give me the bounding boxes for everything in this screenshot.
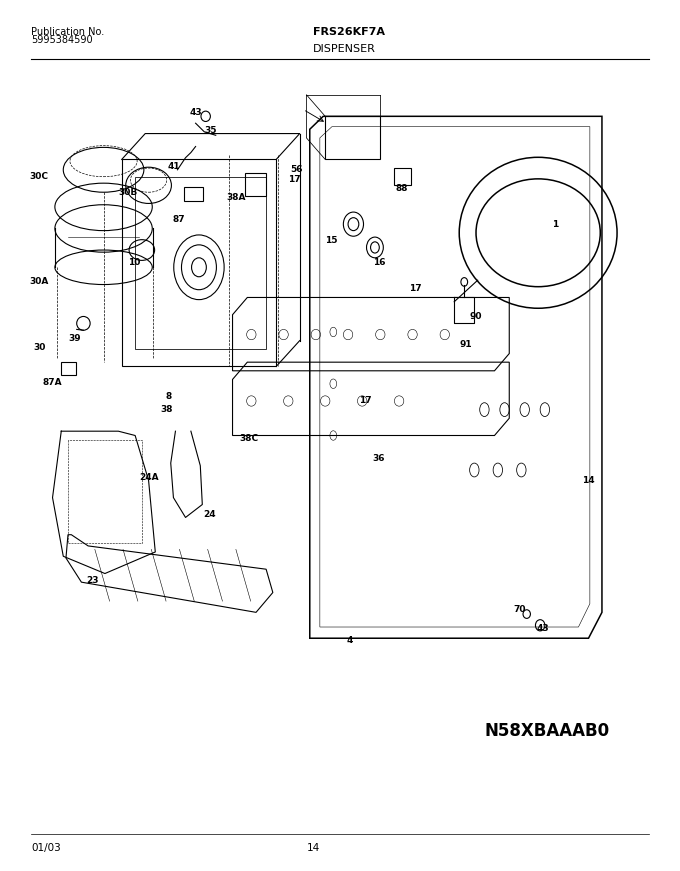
Text: 39: 39 [69, 334, 81, 343]
Text: 30C: 30C [30, 172, 48, 181]
Text: 30: 30 [33, 343, 46, 352]
Text: 17: 17 [358, 396, 371, 406]
Text: 38C: 38C [240, 435, 259, 443]
Text: 43: 43 [537, 625, 549, 633]
Text: 87A: 87A [43, 377, 63, 387]
Text: 14: 14 [307, 843, 320, 853]
Text: 87: 87 [173, 215, 185, 225]
Text: 41: 41 [168, 162, 180, 171]
Text: FRS26KF7A: FRS26KF7A [313, 27, 385, 37]
Text: 30B: 30B [118, 188, 137, 197]
Text: 38: 38 [160, 405, 173, 414]
Text: 4: 4 [347, 637, 354, 645]
Text: 38A: 38A [227, 192, 246, 202]
Text: 5995384590: 5995384590 [31, 36, 92, 45]
Text: 16: 16 [373, 259, 385, 267]
Text: Publication No.: Publication No. [31, 27, 104, 37]
Text: DISPENSER: DISPENSER [313, 44, 376, 54]
Text: 23: 23 [86, 576, 99, 585]
Text: 01/03: 01/03 [31, 843, 61, 853]
Text: 15: 15 [325, 236, 337, 245]
Polygon shape [66, 535, 273, 612]
Text: 17: 17 [409, 284, 422, 294]
Text: 90: 90 [469, 312, 482, 321]
Text: 24: 24 [203, 510, 216, 519]
Text: 14: 14 [582, 476, 595, 485]
Text: 70: 70 [513, 605, 526, 614]
Text: 10: 10 [128, 259, 140, 267]
Text: 91: 91 [460, 341, 473, 349]
Text: 56: 56 [290, 165, 303, 174]
Text: 88: 88 [396, 185, 408, 193]
Text: 35: 35 [204, 125, 217, 135]
Text: 8: 8 [166, 392, 172, 402]
Text: 17: 17 [288, 175, 301, 184]
Text: 24A: 24A [139, 473, 159, 483]
Text: N58XBAAAB0: N58XBAAAB0 [484, 721, 609, 739]
Text: 43: 43 [189, 108, 202, 118]
Text: 30A: 30A [29, 278, 49, 287]
Text: 36: 36 [373, 455, 385, 463]
Text: 1: 1 [551, 219, 558, 229]
